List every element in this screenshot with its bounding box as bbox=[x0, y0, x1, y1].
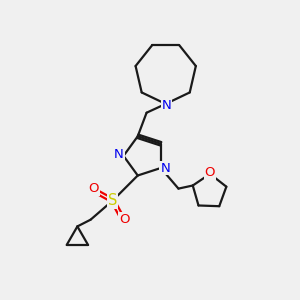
Text: O: O bbox=[205, 166, 215, 179]
Text: N: N bbox=[160, 161, 170, 175]
Text: O: O bbox=[119, 213, 130, 226]
Text: S: S bbox=[108, 193, 117, 208]
Text: N: N bbox=[161, 99, 171, 112]
Text: O: O bbox=[88, 182, 99, 195]
Text: N: N bbox=[114, 148, 124, 161]
